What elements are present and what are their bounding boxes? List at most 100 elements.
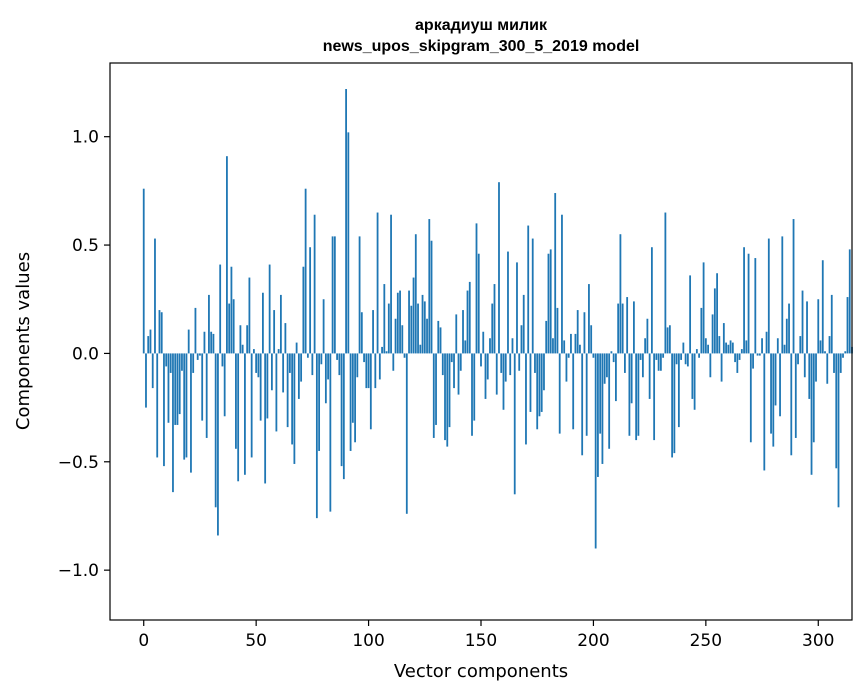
bar-240 [682,342,685,354]
bar-125 [423,301,426,354]
bar-96 [358,236,361,354]
bar-290 [794,353,797,438]
bar-181 [549,249,552,354]
bar-195 [581,353,584,456]
bar-159 [500,353,503,373]
bar-53 [262,292,264,354]
bar-124 [421,294,424,354]
bar-241 [684,353,687,365]
bar-279 [770,353,772,434]
bar-270 [749,353,752,443]
bar-42 [237,353,240,482]
bar-86 [336,353,338,360]
bar-4 [151,353,154,389]
bar-62 [282,353,285,393]
y-tick-label-2: 0.0 [72,344,99,364]
bar-40 [232,299,235,354]
bar-239 [680,353,683,360]
bar-314 [848,249,851,354]
bar-262 [731,342,734,354]
bar-7 [158,310,161,354]
bar-303 [824,351,826,354]
chart-subtitle: news_upos_skipgram_300_5_2019 model [323,38,640,55]
bar-44 [241,344,244,354]
bar-292 [799,336,802,354]
chart-title: аркадиуш милик [415,17,548,34]
bar-266 [740,349,743,354]
bar-223 [644,338,647,354]
bar-81 [324,353,327,404]
bar-77 [315,353,318,519]
bar-287 [788,303,790,354]
bar-203 [599,353,602,434]
bar-135 [446,353,449,447]
bar-35 [221,353,224,367]
bar-151 [482,331,485,354]
bar-234 [668,325,671,354]
bar-41 [235,353,237,449]
bar-132 [439,327,442,354]
y-tick-label-4: 1.0 [72,128,99,148]
bars-group [142,89,853,549]
bar-257 [720,353,723,382]
bar-232 [664,212,667,354]
y-axis: −1.0 −0.5 0.0 0.5 1.0 [58,128,110,581]
bar-253 [711,314,714,354]
bar-294 [803,353,806,378]
bar-250 [704,338,707,354]
bar-70 [300,353,303,382]
bar-91 [347,132,350,354]
bar-227 [653,353,656,441]
bar-148 [475,223,478,354]
bar-167 [518,353,521,371]
bar-23 [194,307,197,354]
bar-245 [693,353,696,410]
bar-185 [558,353,561,434]
bar-308 [835,353,838,469]
bar-186 [561,214,563,354]
bar-58 [273,310,276,354]
bar-109 [387,303,390,354]
bar-153 [486,353,489,380]
bar-84 [331,236,334,354]
bar-259 [725,342,727,354]
bar-78 [318,353,321,451]
bar-238 [677,353,680,428]
bar-283 [779,353,781,417]
bar-115 [401,325,404,354]
bar-225 [648,353,651,399]
bar-68 [295,342,298,354]
bar-246 [695,349,698,354]
bar-37 [226,156,228,354]
bar-178 [543,353,545,391]
bar-36 [223,353,226,417]
bar-166 [516,262,518,354]
bar-3 [149,329,152,354]
bar-130 [435,353,437,425]
x-tick-label-4: 200 [577,631,609,651]
bar-204 [601,353,604,464]
bar-9 [163,353,165,467]
bar-134 [444,353,446,441]
bar-19 [185,353,188,458]
bar-172 [529,353,532,412]
bar-12 [169,353,172,373]
bar-162 [507,251,509,354]
bar-200 [592,353,595,358]
bar-273 [756,353,759,356]
bar-188 [565,353,568,382]
bar-95 [356,353,359,378]
bar-180 [547,253,550,354]
bar-169 [522,294,525,354]
bar-5 [154,238,156,354]
bar-94 [354,353,356,443]
bar-112 [394,318,397,354]
bar-133 [441,353,444,376]
bar-214 [624,353,626,373]
bar-38 [228,303,231,354]
bar-92 [349,353,352,451]
bar-297 [810,353,813,475]
bar-177 [540,353,543,412]
bar-192 [574,333,577,354]
bar-121 [414,234,417,354]
